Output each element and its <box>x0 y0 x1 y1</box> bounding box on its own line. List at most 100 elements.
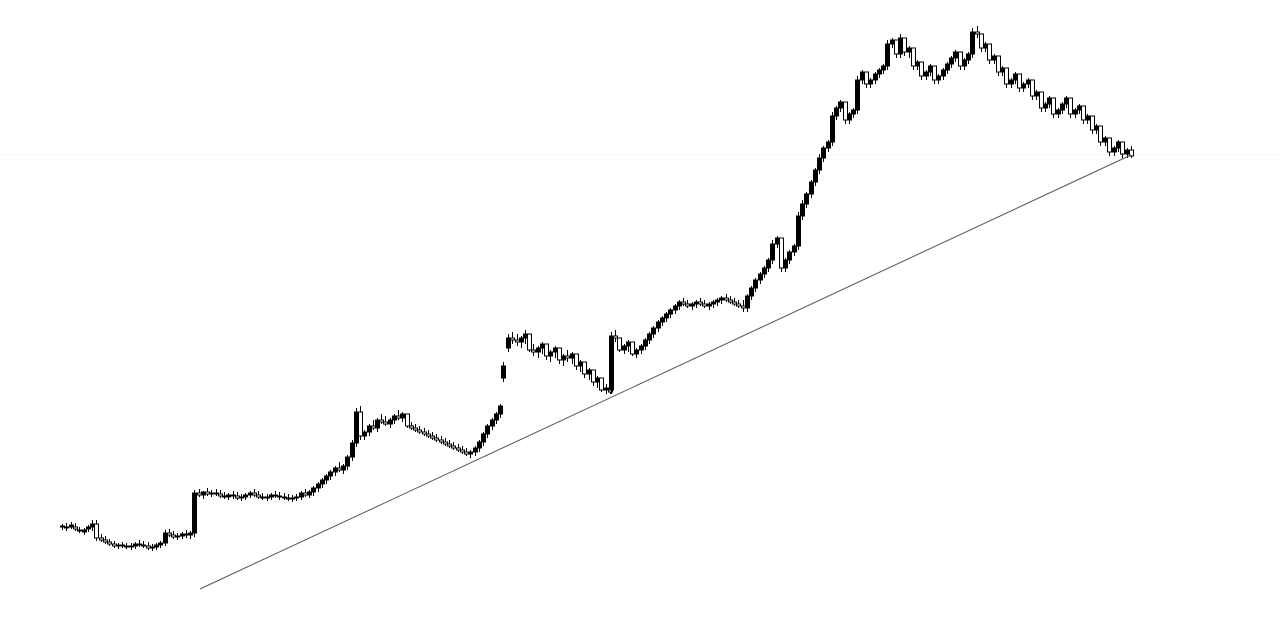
candlestick[interactable] <box>651 326 656 338</box>
candlestick[interactable] <box>501 362 506 382</box>
candlestick[interactable] <box>1051 97 1056 118</box>
candlestick[interactable] <box>979 33 984 52</box>
candlestick[interactable] <box>851 108 856 118</box>
candlestick[interactable] <box>154 543 159 550</box>
candlestick[interactable] <box>962 58 967 70</box>
candlestick[interactable] <box>417 426 422 434</box>
candlestick[interactable] <box>877 68 882 78</box>
candlestick[interactable] <box>490 418 495 430</box>
candlestick[interactable] <box>622 344 627 354</box>
candlestick[interactable] <box>460 446 465 454</box>
candlestick[interactable] <box>1030 79 1035 100</box>
candlestick[interactable] <box>681 298 686 306</box>
candlestick[interactable] <box>1098 125 1103 146</box>
candlestick[interactable] <box>1034 90 1039 100</box>
candlestick[interactable] <box>1021 82 1026 92</box>
candlestick[interactable] <box>192 490 197 537</box>
candlestick[interactable] <box>188 531 193 539</box>
candlestick[interactable] <box>358 406 363 440</box>
candlestick[interactable] <box>690 302 695 310</box>
candlestick[interactable] <box>702 300 707 308</box>
candlestick[interactable] <box>544 343 549 360</box>
candlestick[interactable] <box>685 300 690 308</box>
candlestick[interactable] <box>409 422 414 430</box>
candlestick[interactable] <box>813 168 818 186</box>
candlestick[interactable] <box>124 543 129 549</box>
candlestick[interactable] <box>834 106 839 120</box>
candlestick[interactable] <box>175 533 180 540</box>
candlestick[interactable] <box>311 486 316 496</box>
candlestick[interactable] <box>1081 105 1086 124</box>
candlestick[interactable] <box>821 146 826 162</box>
candlestick[interactable] <box>732 298 737 306</box>
candlestick[interactable] <box>919 61 924 80</box>
candlestick[interactable] <box>64 523 69 531</box>
candlestick[interactable] <box>885 40 890 70</box>
candlestick[interactable] <box>362 430 367 440</box>
candlestick[interactable] <box>613 330 618 342</box>
candlestick[interactable] <box>647 332 652 344</box>
candlestick[interactable] <box>1004 67 1009 88</box>
candlestick[interactable] <box>787 250 792 264</box>
candlestick[interactable] <box>634 348 639 358</box>
candlestick[interactable] <box>941 68 946 80</box>
candlestick[interactable] <box>107 539 112 546</box>
candlestick[interactable] <box>868 78 873 88</box>
candlestick[interactable] <box>1043 102 1048 112</box>
candlestick[interactable] <box>1009 78 1014 88</box>
candlestick[interactable] <box>468 450 473 458</box>
candlestick[interactable] <box>987 43 992 64</box>
candlestick[interactable] <box>796 212 801 250</box>
candlestick[interactable] <box>762 266 767 278</box>
candlestick[interactable] <box>970 28 975 58</box>
candlestick[interactable] <box>252 489 257 497</box>
candlestick[interactable] <box>864 71 869 88</box>
candlestick[interactable] <box>388 418 393 428</box>
candlestick[interactable] <box>855 76 860 114</box>
candlestick[interactable] <box>711 300 716 308</box>
candlestick[interactable] <box>643 338 648 350</box>
candlestick[interactable] <box>664 312 669 322</box>
candlestick[interactable] <box>745 294 750 312</box>
candlestick[interactable] <box>69 522 74 529</box>
candlestick[interactable] <box>1073 108 1078 118</box>
candlestick[interactable] <box>375 418 380 432</box>
candlestick[interactable] <box>400 412 405 422</box>
candlestick[interactable] <box>609 332 614 394</box>
candlestick-series[interactable] <box>60 26 1134 551</box>
candlestick[interactable] <box>958 51 963 70</box>
candlestick[interactable] <box>630 341 635 356</box>
candlestick[interactable] <box>902 37 907 56</box>
candlestick[interactable] <box>320 478 325 488</box>
candlestick[interactable] <box>668 308 673 318</box>
candlestick[interactable] <box>405 413 410 428</box>
candlestick[interactable] <box>498 404 503 418</box>
candlestick[interactable] <box>477 440 482 452</box>
candlestick[interactable] <box>430 432 435 440</box>
candlestick[interactable] <box>582 361 587 378</box>
candlestick[interactable] <box>481 432 486 446</box>
candlestick[interactable] <box>1039 91 1044 112</box>
candlestick[interactable] <box>898 34 903 58</box>
candlestick[interactable] <box>996 55 1001 76</box>
candlestick[interactable] <box>451 442 456 450</box>
candlestick[interactable] <box>966 52 971 64</box>
candlestick[interactable] <box>817 154 822 174</box>
candlestick[interactable] <box>103 536 108 544</box>
candlestick[interactable] <box>367 424 372 436</box>
candlestick[interactable] <box>82 528 87 535</box>
candlestick[interactable] <box>736 300 741 308</box>
candlestick[interactable] <box>673 304 678 314</box>
candlestick[interactable] <box>753 278 758 292</box>
candlestick[interactable] <box>565 350 570 362</box>
candlestick[interactable] <box>953 50 958 62</box>
candlestick[interactable] <box>443 438 448 446</box>
candlestick[interactable] <box>715 298 720 306</box>
candlestick[interactable] <box>1120 141 1125 158</box>
candlestick[interactable] <box>792 244 797 256</box>
candlestick[interactable] <box>724 294 729 302</box>
candlestick[interactable] <box>1068 97 1073 118</box>
candlestick[interactable] <box>434 434 439 442</box>
